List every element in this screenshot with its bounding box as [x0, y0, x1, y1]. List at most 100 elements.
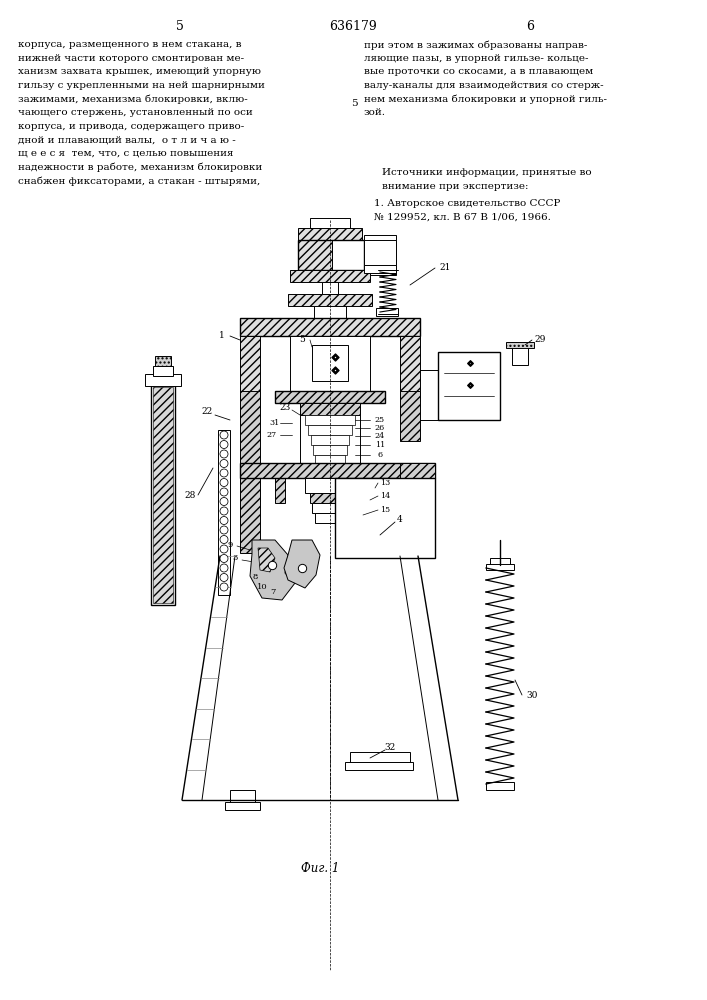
Circle shape	[220, 536, 228, 544]
Text: 27: 27	[267, 431, 277, 439]
Circle shape	[220, 488, 228, 496]
Text: 4: 4	[397, 516, 403, 524]
Bar	[400, 336, 420, 401]
Circle shape	[220, 497, 228, 506]
Bar	[240, 391, 260, 501]
Bar	[151, 385, 175, 605]
Circle shape	[220, 516, 228, 524]
Circle shape	[220, 554, 228, 562]
Bar	[145, 374, 181, 386]
Bar	[155, 356, 171, 366]
Bar	[490, 558, 510, 568]
Bar	[240, 463, 260, 553]
Text: корпуса, размещенного в нем стакана, в: корпуса, размещенного в нем стакана, в	[18, 40, 242, 49]
Text: 6: 6	[378, 451, 382, 459]
Bar	[298, 240, 364, 270]
Text: 28: 28	[185, 490, 196, 499]
Text: 1: 1	[219, 332, 225, 340]
Text: 14: 14	[380, 492, 390, 500]
Text: 30: 30	[526, 690, 538, 700]
Text: надежности в работе, механизм блокировки: надежности в работе, механизм блокировки	[18, 162, 262, 172]
Text: дной и плавающий валы,  о т л и ч а ю -: дной и плавающий валы, о т л и ч а ю -	[18, 135, 235, 144]
Text: ханизм захвата крышек, имеющий упорную: ханизм захвата крышек, имеющий упорную	[18, 67, 261, 76]
Bar	[364, 265, 396, 273]
Text: 24: 24	[375, 432, 385, 440]
Circle shape	[220, 479, 228, 487]
Text: 23: 23	[279, 403, 291, 412]
Bar	[486, 782, 514, 790]
Bar	[240, 463, 435, 478]
Text: внимание при экспертизе:: внимание при экспертизе:	[382, 182, 529, 191]
Bar	[153, 366, 173, 376]
Bar	[218, 430, 230, 595]
Bar	[364, 240, 396, 270]
Circle shape	[220, 574, 228, 582]
Bar	[315, 513, 363, 523]
Bar	[240, 318, 420, 336]
Circle shape	[220, 564, 228, 572]
Polygon shape	[258, 548, 275, 572]
Bar	[314, 306, 346, 320]
Text: щ е е с я  тем, что, с целью повышения: щ е е с я тем, что, с целью повышения	[18, 149, 233, 158]
Bar	[305, 478, 375, 493]
Bar	[335, 478, 435, 558]
Bar	[310, 218, 350, 228]
Text: 31: 31	[270, 419, 280, 427]
Text: нижней части которого смонтирован ме-: нижней части которого смонтирован ме-	[18, 54, 244, 63]
Bar	[311, 435, 349, 445]
Bar	[512, 345, 528, 365]
Text: 3: 3	[233, 554, 238, 562]
Text: при этом в зажимах образованы направ-: при этом в зажимах образованы направ-	[364, 40, 588, 49]
Text: 9: 9	[228, 541, 233, 549]
Text: 13: 13	[380, 479, 390, 487]
Text: 5: 5	[176, 20, 184, 33]
Text: гильзу с укрепленными на ней шарнирными: гильзу с укрепленными на ней шарнирными	[18, 81, 265, 90]
Text: 636179: 636179	[329, 20, 377, 33]
Circle shape	[220, 545, 228, 553]
Bar	[225, 802, 260, 810]
Text: 11: 11	[375, 441, 385, 449]
Text: 22: 22	[201, 408, 213, 416]
Text: 26: 26	[375, 424, 385, 432]
Text: снабжен фиксаторами, а стакан - штырями,: снабжен фиксаторами, а стакан - штырями,	[18, 176, 260, 186]
Text: Источники информации, принятые во: Источники информации, принятые во	[382, 168, 592, 177]
Text: 21: 21	[439, 263, 450, 272]
Text: Фиг. 1: Фиг. 1	[300, 862, 339, 875]
Circle shape	[220, 469, 228, 477]
Text: корпуса, и привода, содержащего приво-: корпуса, и привода, содержащего приво-	[18, 122, 244, 131]
Bar	[400, 463, 435, 518]
Circle shape	[220, 431, 228, 439]
Bar	[300, 403, 360, 415]
Text: зажимами, механизма блокировки, вклю-: зажимами, механизма блокировки, вклю-	[18, 94, 247, 104]
Polygon shape	[250, 540, 295, 600]
Text: № 129952, кл. В 67 В 1/06, 1966.: № 129952, кл. В 67 В 1/06, 1966.	[374, 213, 551, 222]
Bar	[305, 415, 355, 425]
Text: 7: 7	[270, 588, 276, 596]
Bar	[300, 403, 360, 463]
Bar	[313, 445, 347, 455]
Text: 29: 29	[534, 336, 546, 344]
Bar	[230, 790, 255, 802]
Bar	[310, 493, 370, 503]
Bar	[315, 455, 345, 465]
Text: 1. Авторское свидетельство СССР: 1. Авторское свидетельство СССР	[374, 199, 561, 208]
Bar	[298, 240, 332, 270]
Text: зой.: зой.	[364, 108, 386, 117]
Text: 5: 5	[351, 99, 357, 108]
Bar	[290, 336, 370, 391]
Circle shape	[220, 450, 228, 458]
Text: 8: 8	[252, 573, 257, 581]
Bar	[332, 240, 364, 270]
Bar	[350, 752, 410, 762]
Text: 15: 15	[380, 506, 390, 514]
Bar	[153, 387, 173, 603]
Bar	[298, 228, 362, 240]
Circle shape	[220, 526, 228, 534]
Circle shape	[220, 440, 228, 448]
Text: вые проточки со скосами, а в плавающем: вые проточки со скосами, а в плавающем	[364, 67, 593, 76]
Circle shape	[220, 583, 228, 591]
Bar	[364, 235, 396, 275]
Text: валу-каналы для взаимодействия со стерж-: валу-каналы для взаимодействия со стерж-	[364, 81, 604, 90]
Bar	[506, 342, 534, 348]
Text: 5: 5	[299, 336, 305, 344]
